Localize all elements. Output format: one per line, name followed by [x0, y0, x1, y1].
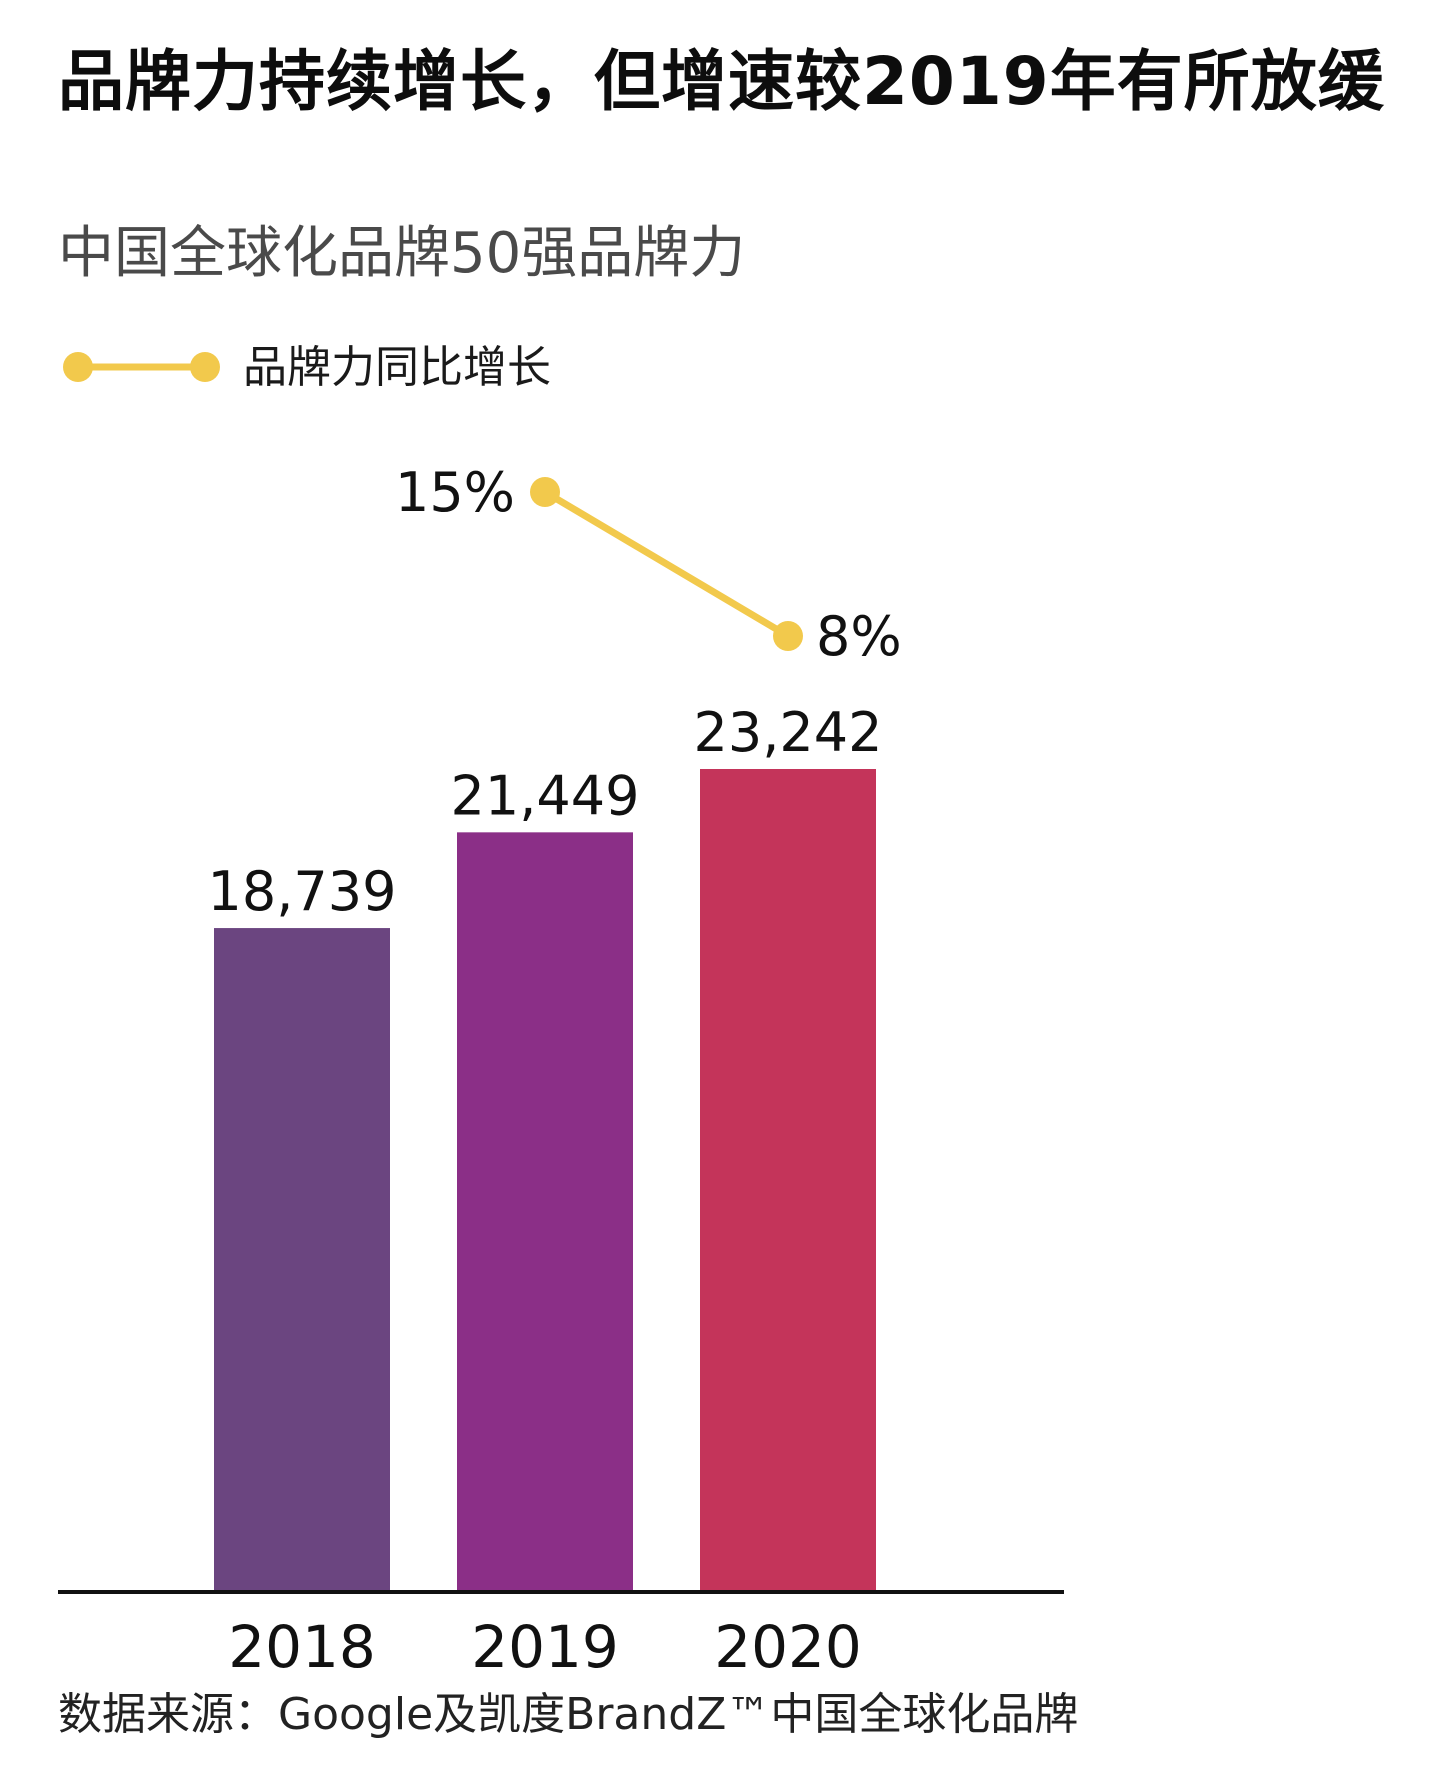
legend: 品牌力同比增长	[63, 342, 551, 393]
data-source-note: 数据来源：Google及凯度BrandZ™中国全球化品牌	[58, 1689, 1079, 1740]
bar-value-label-2018: 18,739	[208, 860, 397, 923]
chart-title: 品牌力持续增长，但增速较2019年有所放缓	[58, 43, 1385, 120]
growth-line	[543, 488, 790, 640]
x-tick-label-2019: 2019	[471, 1613, 619, 1681]
legend-dot-left	[63, 352, 93, 382]
growth-label-2020: 8%	[816, 605, 902, 668]
growth-point-2020	[773, 621, 803, 651]
bar-2020	[700, 769, 876, 1590]
growth-label-2019: 15%	[395, 461, 515, 524]
legend-dot-right	[190, 352, 220, 382]
x-tick-label-2020: 2020	[714, 1613, 862, 1681]
growth-line-layer: 15% 8%	[395, 461, 902, 668]
legend-label: 品牌力同比增长	[243, 342, 551, 393]
bar-2018	[214, 928, 390, 1590]
bars-layer	[214, 769, 876, 1590]
bar-value-labels: 18,739 21,449 23,242	[208, 701, 883, 923]
bar-2019	[457, 832, 633, 1590]
growth-point-2019	[530, 477, 560, 507]
chart-subtitle: 中国全球化品牌50强品牌力	[58, 221, 746, 286]
bar-value-label-2019: 21,449	[451, 764, 640, 827]
x-axis-ticks: 2018 2019 2020	[228, 1613, 862, 1681]
x-tick-label-2018: 2018	[228, 1613, 376, 1681]
bar-value-label-2020: 23,242	[694, 701, 883, 764]
